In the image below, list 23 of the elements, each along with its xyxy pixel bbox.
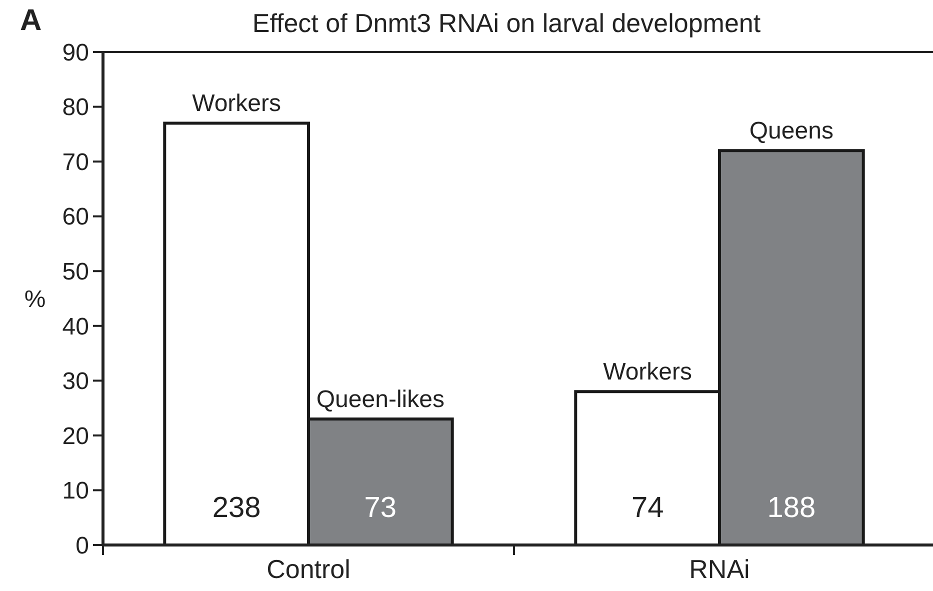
annotation: Workers <box>603 358 692 386</box>
chart-title: Effect of Dnmt3 RNAi on larval development <box>252 8 762 38</box>
annotation: 74 <box>631 492 664 524</box>
y-tick-label: 70 <box>62 148 89 176</box>
x-tick-label: Control <box>266 554 350 584</box>
y-tick-label: 60 <box>62 204 89 231</box>
y-tick-label: 20 <box>62 422 89 450</box>
y-tick-label: 10 <box>62 478 89 505</box>
annotation: Workers <box>192 90 282 118</box>
y-tick-label: 50 <box>62 258 89 286</box>
y-tick-label: 0 <box>76 532 89 560</box>
y-tick-label: 40 <box>62 313 89 340</box>
y-tick-label: 30 <box>62 368 89 396</box>
y-tick-label: 80 <box>62 94 89 122</box>
annotation: Queen-likes <box>316 386 444 414</box>
annotation: 73 <box>364 492 397 524</box>
annotation: 188 <box>767 492 816 524</box>
y-axis-title: % <box>24 286 46 313</box>
annotation: 238 <box>212 492 261 524</box>
text: A <box>20 4 42 37</box>
x-tick-label: RNAi <box>689 554 750 584</box>
y-tick-label: 90 <box>62 39 89 66</box>
annotation: Queens <box>749 118 834 145</box>
